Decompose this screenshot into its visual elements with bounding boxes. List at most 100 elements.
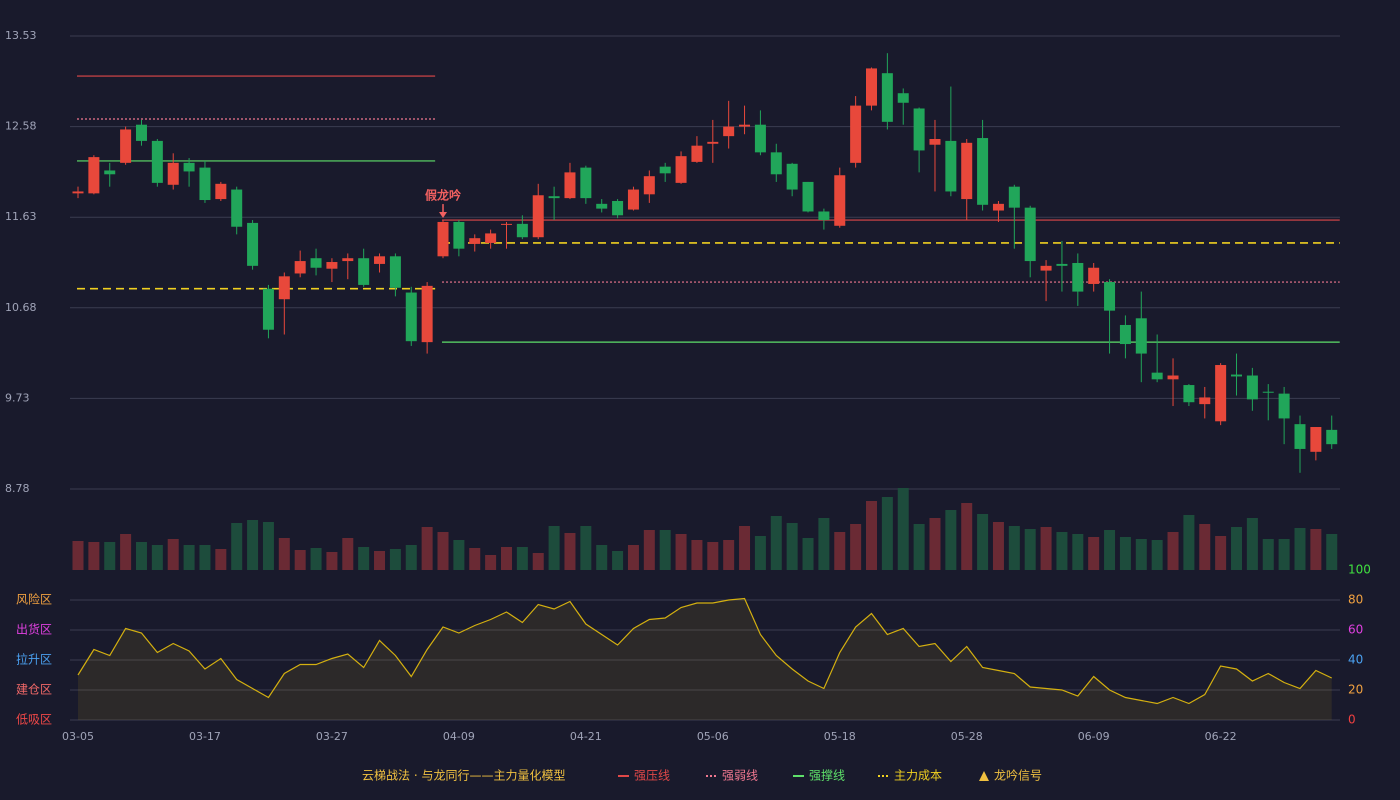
legend-label: 龙吟信号 [994,768,1042,783]
volume-bar [1119,537,1131,570]
zone-label: 低吸区 [16,713,52,727]
candle-body [564,172,576,199]
volume-bar [183,545,195,570]
volume-bar [580,526,592,570]
volume-bar [1246,518,1258,570]
candle-body [945,140,957,192]
candle-body [1135,318,1147,354]
candle-body [850,105,862,163]
volume-bar [453,540,465,570]
volume-bar [866,501,877,570]
volume-bar [1215,536,1227,570]
volume-bar [1088,537,1100,570]
y-tick-label: 12.58 [5,120,37,133]
candle-body [72,191,84,194]
y2-tick-label: 80 [1348,593,1363,607]
candle-body [516,223,528,238]
volume-bar [215,549,227,570]
candle-body [294,261,306,274]
candle-body [1215,365,1227,422]
candle-body [135,124,147,141]
candle-body [691,145,703,162]
volume-bar [342,538,354,570]
candle-body [1183,385,1195,403]
candle-body [929,138,941,145]
zone-label: 建仓区 [16,683,52,697]
volume-bar [564,533,576,570]
x-tick-label: 03-27 [316,730,348,743]
volume-bar [754,536,766,570]
candle-body [643,176,655,195]
candle-body [659,166,671,174]
candle-body [437,221,449,257]
x-tick-label: 05-06 [697,730,729,743]
volume-bar [1167,532,1179,570]
candle-body [326,262,338,269]
candle-body [1024,207,1036,262]
y2-tick-label: 100 [1348,563,1371,577]
volume-bar [992,522,1004,570]
candle-body [739,124,751,127]
candle-body [723,126,735,137]
volume-bar [643,530,655,570]
volume-bar [262,522,274,570]
volume-bar [1072,534,1084,570]
volume-bar [1183,515,1195,570]
volume-bar [1262,539,1274,570]
legend-label: 强弱线 [722,769,758,783]
volume-bar [675,534,687,570]
volume-bar [548,526,560,570]
candle-body [818,211,830,221]
volume-bar [1278,539,1290,570]
volume-bar [691,540,703,570]
volume-bar [278,538,290,570]
volume-bar [627,545,639,570]
volume-bar [834,532,846,570]
candle-body [104,170,116,175]
signal-arrow-head [439,212,448,219]
x-tick-label: 06-22 [1205,730,1237,743]
volume-bar [231,523,243,570]
candle-body [532,195,544,238]
candle-body [405,292,417,342]
candle-body [1104,282,1116,311]
volume-bar [659,530,671,570]
volume-bar [818,518,830,570]
y-tick-label: 13.53 [5,29,37,42]
zone-label: 拉升区 [16,652,52,667]
candle-body [612,200,624,216]
volume-bar [294,550,306,570]
legend-label: 强撑线 [809,768,845,783]
volume-bar [469,548,481,570]
candle-body [231,189,243,227]
volume-bar [516,547,528,570]
volume-bar [1056,532,1068,570]
x-tick-label: 05-18 [824,730,856,743]
volume-bar [961,503,973,570]
volume-bar [310,548,322,570]
volume-bar [500,547,512,570]
volume-bar [485,555,497,570]
candle-body [707,141,719,144]
volume-bar [881,497,893,570]
volume-bar [913,524,925,570]
candle-body [548,196,560,199]
volume-bar [1326,534,1338,570]
volume-bar [326,552,338,570]
candle-body [358,258,370,285]
zone-label: 出货区 [16,622,52,637]
candle-body [1231,374,1243,377]
candle-body [199,167,211,201]
volume-bar [1151,540,1163,570]
volume-bar [437,532,449,570]
x-tick-label: 04-21 [570,730,602,743]
volume-bar [88,542,100,570]
volume-bar [374,551,386,570]
candle-body [754,124,766,153]
candle-body [262,288,274,330]
candle-body [120,129,132,163]
volume-bar [135,542,147,570]
candle-body [183,162,195,172]
volume-bar [739,526,751,570]
